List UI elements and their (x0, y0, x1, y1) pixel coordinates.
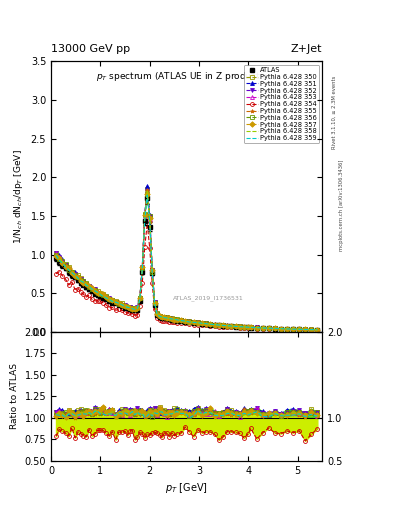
Text: $p_T$ spectrum (ATLAS UE in Z production): $p_T$ spectrum (ATLAS UE in Z production… (96, 70, 277, 82)
X-axis label: $p_T$ [GeV]: $p_T$ [GeV] (165, 481, 208, 495)
Text: ATLAS_2019_I1736531: ATLAS_2019_I1736531 (173, 295, 244, 301)
Text: Z+Jet: Z+Jet (291, 44, 322, 54)
Text: Rivet 3.1.10, ≥ 2.3M events: Rivet 3.1.10, ≥ 2.3M events (332, 76, 337, 150)
Text: 13000 GeV pp: 13000 GeV pp (51, 44, 130, 54)
Y-axis label: Ratio to ATLAS: Ratio to ATLAS (10, 364, 19, 430)
Y-axis label: 1/N$_{ch}$ dN$_{ch}$/dp$_T$ [GeV]: 1/N$_{ch}$ dN$_{ch}$/dp$_T$ [GeV] (12, 150, 25, 244)
Legend: ATLAS, Pythia 6.428 350, Pythia 6.428 351, Pythia 6.428 352, Pythia 6.428 353, P: ATLAS, Pythia 6.428 350, Pythia 6.428 35… (244, 65, 319, 143)
Text: mcplots.cern.ch [arXiv:1306.3436]: mcplots.cern.ch [arXiv:1306.3436] (339, 159, 344, 250)
